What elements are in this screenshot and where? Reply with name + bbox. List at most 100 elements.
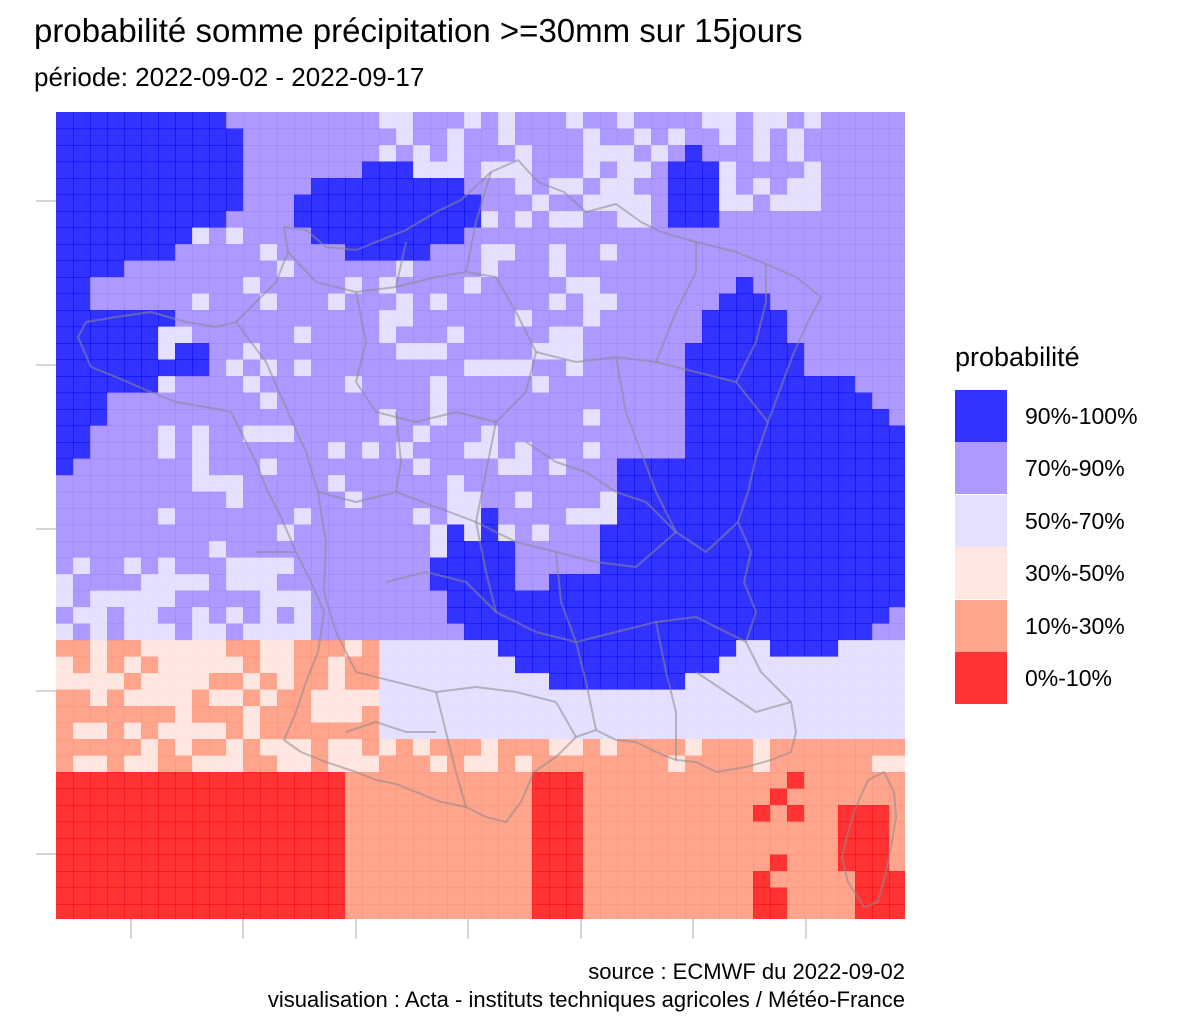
raster-cell (600, 722, 618, 740)
raster-cell (226, 458, 244, 476)
raster-cell (838, 376, 856, 394)
raster-cell (872, 343, 890, 361)
raster-cell (464, 557, 482, 575)
raster-cell (73, 623, 91, 641)
raster-cell (821, 722, 839, 740)
raster-cell (617, 887, 635, 905)
raster-cell (73, 524, 91, 542)
raster-cell (821, 524, 839, 542)
raster-cell (821, 343, 839, 361)
raster-cell (209, 211, 227, 229)
raster-cell (73, 211, 91, 229)
raster-cell (719, 392, 737, 410)
raster-cell (226, 244, 244, 262)
raster-cell (770, 590, 788, 608)
raster-cell (770, 854, 788, 872)
raster-cell (192, 590, 210, 608)
raster-cell (175, 293, 193, 311)
raster-cell (668, 458, 686, 476)
raster-cell (583, 145, 601, 163)
caption-visualisation: visualisation : Acta - instituts techniq… (267, 987, 905, 1012)
raster-cell (685, 409, 703, 427)
raster-cell (124, 277, 142, 295)
raster-cell (566, 739, 584, 757)
raster-cell (481, 211, 499, 229)
raster-cell (532, 739, 550, 757)
raster-cell (804, 673, 822, 691)
raster-cell (651, 392, 669, 410)
raster-cell (498, 904, 516, 919)
raster-cell (872, 854, 890, 872)
raster-cell (617, 343, 635, 361)
raster-cell (430, 293, 448, 311)
raster-cell (90, 607, 108, 625)
raster-cell (209, 178, 227, 196)
raster-cell (515, 194, 533, 212)
raster-cell (277, 409, 295, 427)
raster-cell (787, 409, 805, 427)
raster-cell (192, 145, 210, 163)
raster-cell (600, 359, 618, 377)
raster-cell (260, 524, 278, 542)
raster-cell (141, 442, 159, 460)
raster-cell (73, 178, 91, 196)
raster-cell (226, 161, 244, 179)
raster-cell (566, 772, 584, 790)
raster-cell (294, 359, 312, 377)
raster-cell (787, 887, 805, 905)
raster-cell (549, 871, 567, 889)
raster-cell (787, 821, 805, 839)
raster-cell (566, 442, 584, 460)
raster-cell (413, 689, 431, 707)
x-tick (692, 919, 694, 939)
raster-cell (141, 871, 159, 889)
raster-cell (209, 871, 227, 889)
raster-cell (668, 277, 686, 295)
raster-cell (838, 656, 856, 674)
raster-cell (838, 854, 856, 872)
raster-cell (90, 458, 108, 476)
raster-cell (430, 821, 448, 839)
raster-cell (872, 640, 890, 658)
raster-cell (158, 491, 176, 509)
raster-cell (719, 277, 737, 295)
raster-cell (668, 409, 686, 427)
raster-cell (226, 211, 244, 229)
raster-cell (481, 722, 499, 740)
raster-cell (294, 409, 312, 427)
raster-cell (566, 293, 584, 311)
raster-cell (311, 805, 329, 823)
raster-cell (753, 409, 771, 427)
raster-cell (158, 607, 176, 625)
raster-cell (583, 178, 601, 196)
raster-cell (396, 425, 414, 443)
raster-cell (107, 227, 125, 245)
raster-cell (787, 277, 805, 295)
raster-cell (243, 376, 261, 394)
raster-cell (192, 343, 210, 361)
raster-cell (804, 277, 822, 295)
raster-cell (226, 772, 244, 790)
raster-cell (141, 310, 159, 328)
legend-swatch (955, 547, 1007, 600)
raster-cell (719, 541, 737, 559)
raster-cell (277, 590, 295, 608)
raster-cell (396, 706, 414, 724)
raster-cell (685, 524, 703, 542)
raster-cell (838, 574, 856, 592)
raster-cell (464, 887, 482, 905)
raster-cell (464, 838, 482, 856)
raster-cell (260, 887, 278, 905)
raster-cell (753, 508, 771, 526)
raster-cell (379, 244, 397, 262)
raster-cell (141, 722, 159, 740)
raster-cell (141, 541, 159, 559)
raster-cell (685, 194, 703, 212)
raster-cell (56, 277, 74, 295)
raster-cell (90, 194, 108, 212)
raster-cell (702, 293, 720, 311)
raster-cell (362, 178, 380, 196)
raster-cell (311, 689, 329, 707)
raster-cell (107, 491, 125, 509)
raster-cell (532, 260, 550, 278)
